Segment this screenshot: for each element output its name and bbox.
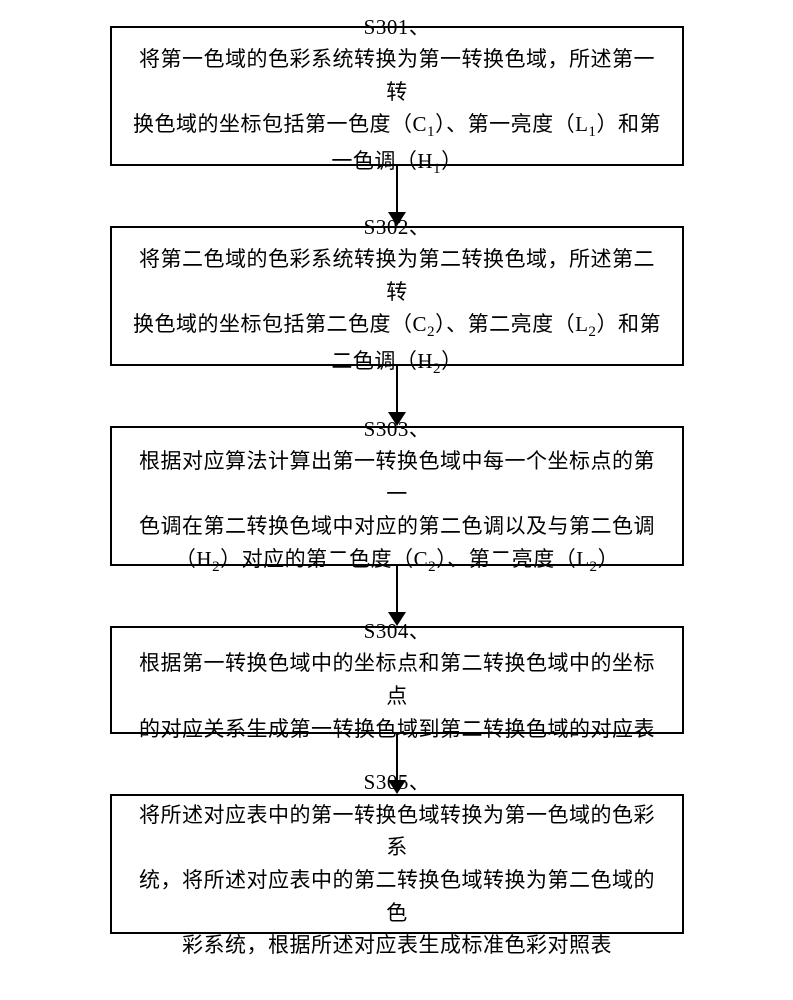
- step-body-s303: 根据对应算法计算出第一转换色域中每一个坐标点的第一色调在第二转换色域中对应的第二…: [139, 449, 655, 571]
- arrow-s301-s302: [386, 166, 408, 226]
- step-id-s301: S301、: [364, 15, 431, 39]
- step-box-s302: S302、 将第二色域的色彩系统转换为第二转换色域，所述第二转换色域的坐标包括第…: [110, 226, 684, 366]
- step-text-s304: S304、 根据第一转换色域中的坐标点和第二转换色域中的坐标点的对应关系生成第一…: [130, 615, 664, 745]
- arrow-s302-s303: [386, 366, 408, 426]
- step-text-s303: S303、 根据对应算法计算出第一转换色域中每一个坐标点的第一色调在第二转换色域…: [130, 413, 664, 580]
- step-body-s302: 将第二色域的色彩系统转换为第二转换色域，所述第二转换色域的坐标包括第二色度（C2…: [133, 247, 661, 373]
- step-box-s301: S301、 将第一色域的色彩系统转换为第一转换色域，所述第一转换色域的坐标包括第…: [110, 26, 684, 166]
- step-body-s304: 根据第一转换色域中的坐标点和第二转换色域中的坐标点的对应关系生成第一转换色域到第…: [139, 651, 655, 740]
- step-box-s303: S303、 根据对应算法计算出第一转换色域中每一个坐标点的第一色调在第二转换色域…: [110, 426, 684, 566]
- step-text-s305: S305、 将所述对应表中的第一转换色域转换为第一色域的色彩系统，将所述对应表中…: [130, 766, 664, 961]
- flowchart-canvas: S301、 将第一色域的色彩系统转换为第一转换色域，所述第一转换色域的坐标包括第…: [0, 0, 793, 1000]
- arrow-s303-s304: [386, 566, 408, 626]
- step-box-s305: S305、 将所述对应表中的第一转换色域转换为第一色域的色彩系统，将所述对应表中…: [110, 794, 684, 934]
- arrow-s304-s305: [386, 734, 408, 794]
- step-text-s301: S301、 将第一色域的色彩系统转换为第一转换色域，所述第一转换色域的坐标包括第…: [130, 11, 664, 182]
- step-box-s304: S304、 根据第一转换色域中的坐标点和第二转换色域中的坐标点的对应关系生成第一…: [110, 626, 684, 734]
- step-body-s301: 将第一色域的色彩系统转换为第一转换色域，所述第一转换色域的坐标包括第一色度（C1…: [133, 47, 661, 173]
- step-text-s302: S302、 将第二色域的色彩系统转换为第二转换色域，所述第二转换色域的坐标包括第…: [130, 211, 664, 382]
- step-body-s305: 将所述对应表中的第一转换色域转换为第一色域的色彩系统，将所述对应表中的第二转换色…: [139, 803, 655, 957]
